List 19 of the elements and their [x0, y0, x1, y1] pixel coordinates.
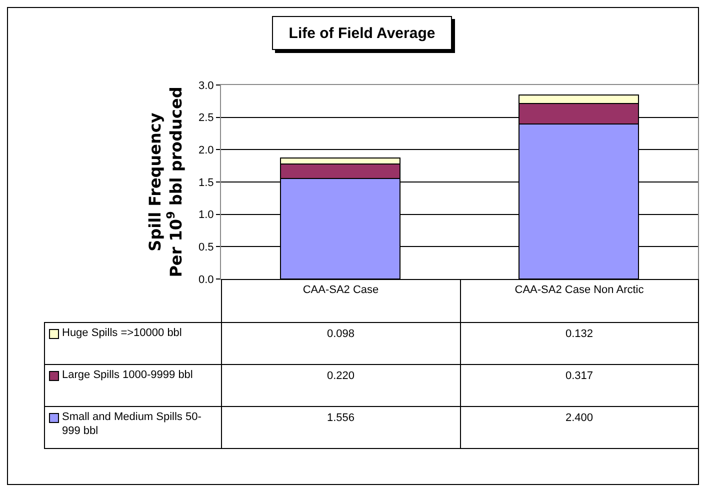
chart-title: Life of Field Average [272, 16, 452, 50]
y-tick-label: 2.5 [198, 112, 214, 124]
y-tick-label: 3.0 [198, 80, 214, 92]
data-label: 2.400 [460, 406, 699, 449]
y-tick-label: 1.5 [198, 176, 214, 189]
legend-label: Large Spills 1000-9999 bbl [44, 364, 222, 407]
data-label: 0.132 [460, 322, 699, 365]
y-tick-label: 0.0 [198, 274, 214, 286]
y-tick-label: 2.0 [198, 144, 214, 157]
data-label: 1.556 [221, 406, 460, 449]
legend-label: Small and Medium Spills 50-999 bbl [44, 406, 222, 449]
legend-label: Huge Spills =>10000 bbl [44, 322, 222, 365]
data-label: 0.220 [221, 364, 460, 407]
y-tick-label: 1.0 [198, 209, 214, 222]
y-tick-label: 0.5 [198, 242, 214, 254]
data-label: 0.317 [460, 364, 699, 407]
data-label: 0.098 [221, 322, 460, 365]
x-tick-label: CAA-SA2 Case [221, 279, 460, 323]
x-tick-label: CAA-SA2 Case Non Arctic [460, 279, 699, 323]
